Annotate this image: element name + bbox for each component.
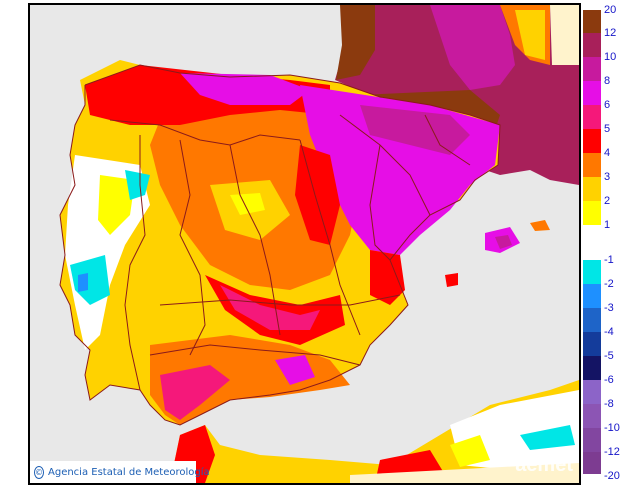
legend-label: 6 <box>604 99 611 111</box>
legend-label: -2 <box>604 278 614 290</box>
aemet-watermark: aemet <box>515 454 573 476</box>
legend-swatch-m3-m4 <box>583 308 601 332</box>
legend-swatch-m1-m2 <box>583 260 601 284</box>
legend-label: 2 <box>604 195 611 207</box>
agency-name: Agencia Estatal de Meteorología <box>48 466 210 478</box>
legend-label: 8 <box>604 75 611 87</box>
legend-swatch-1-2 <box>583 201 601 225</box>
legend-swatch-m12-m20 <box>583 452 601 474</box>
map-frame: © Agencia Estatal de Meteorología aemet <box>28 3 581 485</box>
legend-swatch-12-20 <box>583 10 601 33</box>
anomaly-map <box>59 5 579 483</box>
legend-label: -5 <box>604 350 614 362</box>
legend-label: -8 <box>604 398 614 410</box>
legend-swatch-m2-m3 <box>583 284 601 308</box>
legend-swatch-m8-m10 <box>583 404 601 428</box>
legend-swatch-m6-m8 <box>583 380 601 404</box>
legend-label: 4 <box>604 147 611 159</box>
legend-swatch-10-12 <box>583 33 601 57</box>
legend-swatch-m5-m6 <box>583 356 601 380</box>
legend-label: 20 <box>604 4 617 16</box>
legend-swatch-m4-m5 <box>583 332 601 356</box>
legend-label: 1 <box>604 219 611 231</box>
legend-label: -3 <box>604 302 614 314</box>
legend-colorbar: 20 12 10 8 6 5 4 3 2 1 -1 -2 -3 -4 -5 -6… <box>583 4 630 482</box>
legend-label: 5 <box>604 123 611 135</box>
legend-swatch-2-3 <box>583 177 601 201</box>
legend-swatch-6-8 <box>583 81 601 105</box>
legend-label: 12 <box>604 27 617 39</box>
legend-swatch-5-6 <box>583 105 601 129</box>
copyright-icon: © <box>34 465 44 479</box>
legend-label: -10 <box>604 422 620 434</box>
legend-label: -1 <box>604 254 614 266</box>
legend-label: -12 <box>604 446 620 458</box>
legend-label: 3 <box>604 171 611 183</box>
legend-label: 10 <box>604 51 617 63</box>
legend-swatch-4-5 <box>583 129 601 153</box>
agency-credit: © Agencia Estatal de Meteorología <box>30 461 210 483</box>
legend-label: -4 <box>604 326 614 338</box>
legend-swatch-m10-m12 <box>583 428 601 452</box>
legend-label: -20 <box>604 470 620 482</box>
legend-swatch-8-10 <box>583 57 601 81</box>
legend-swatch-3-4 <box>583 153 601 177</box>
legend-label: -6 <box>604 374 614 386</box>
